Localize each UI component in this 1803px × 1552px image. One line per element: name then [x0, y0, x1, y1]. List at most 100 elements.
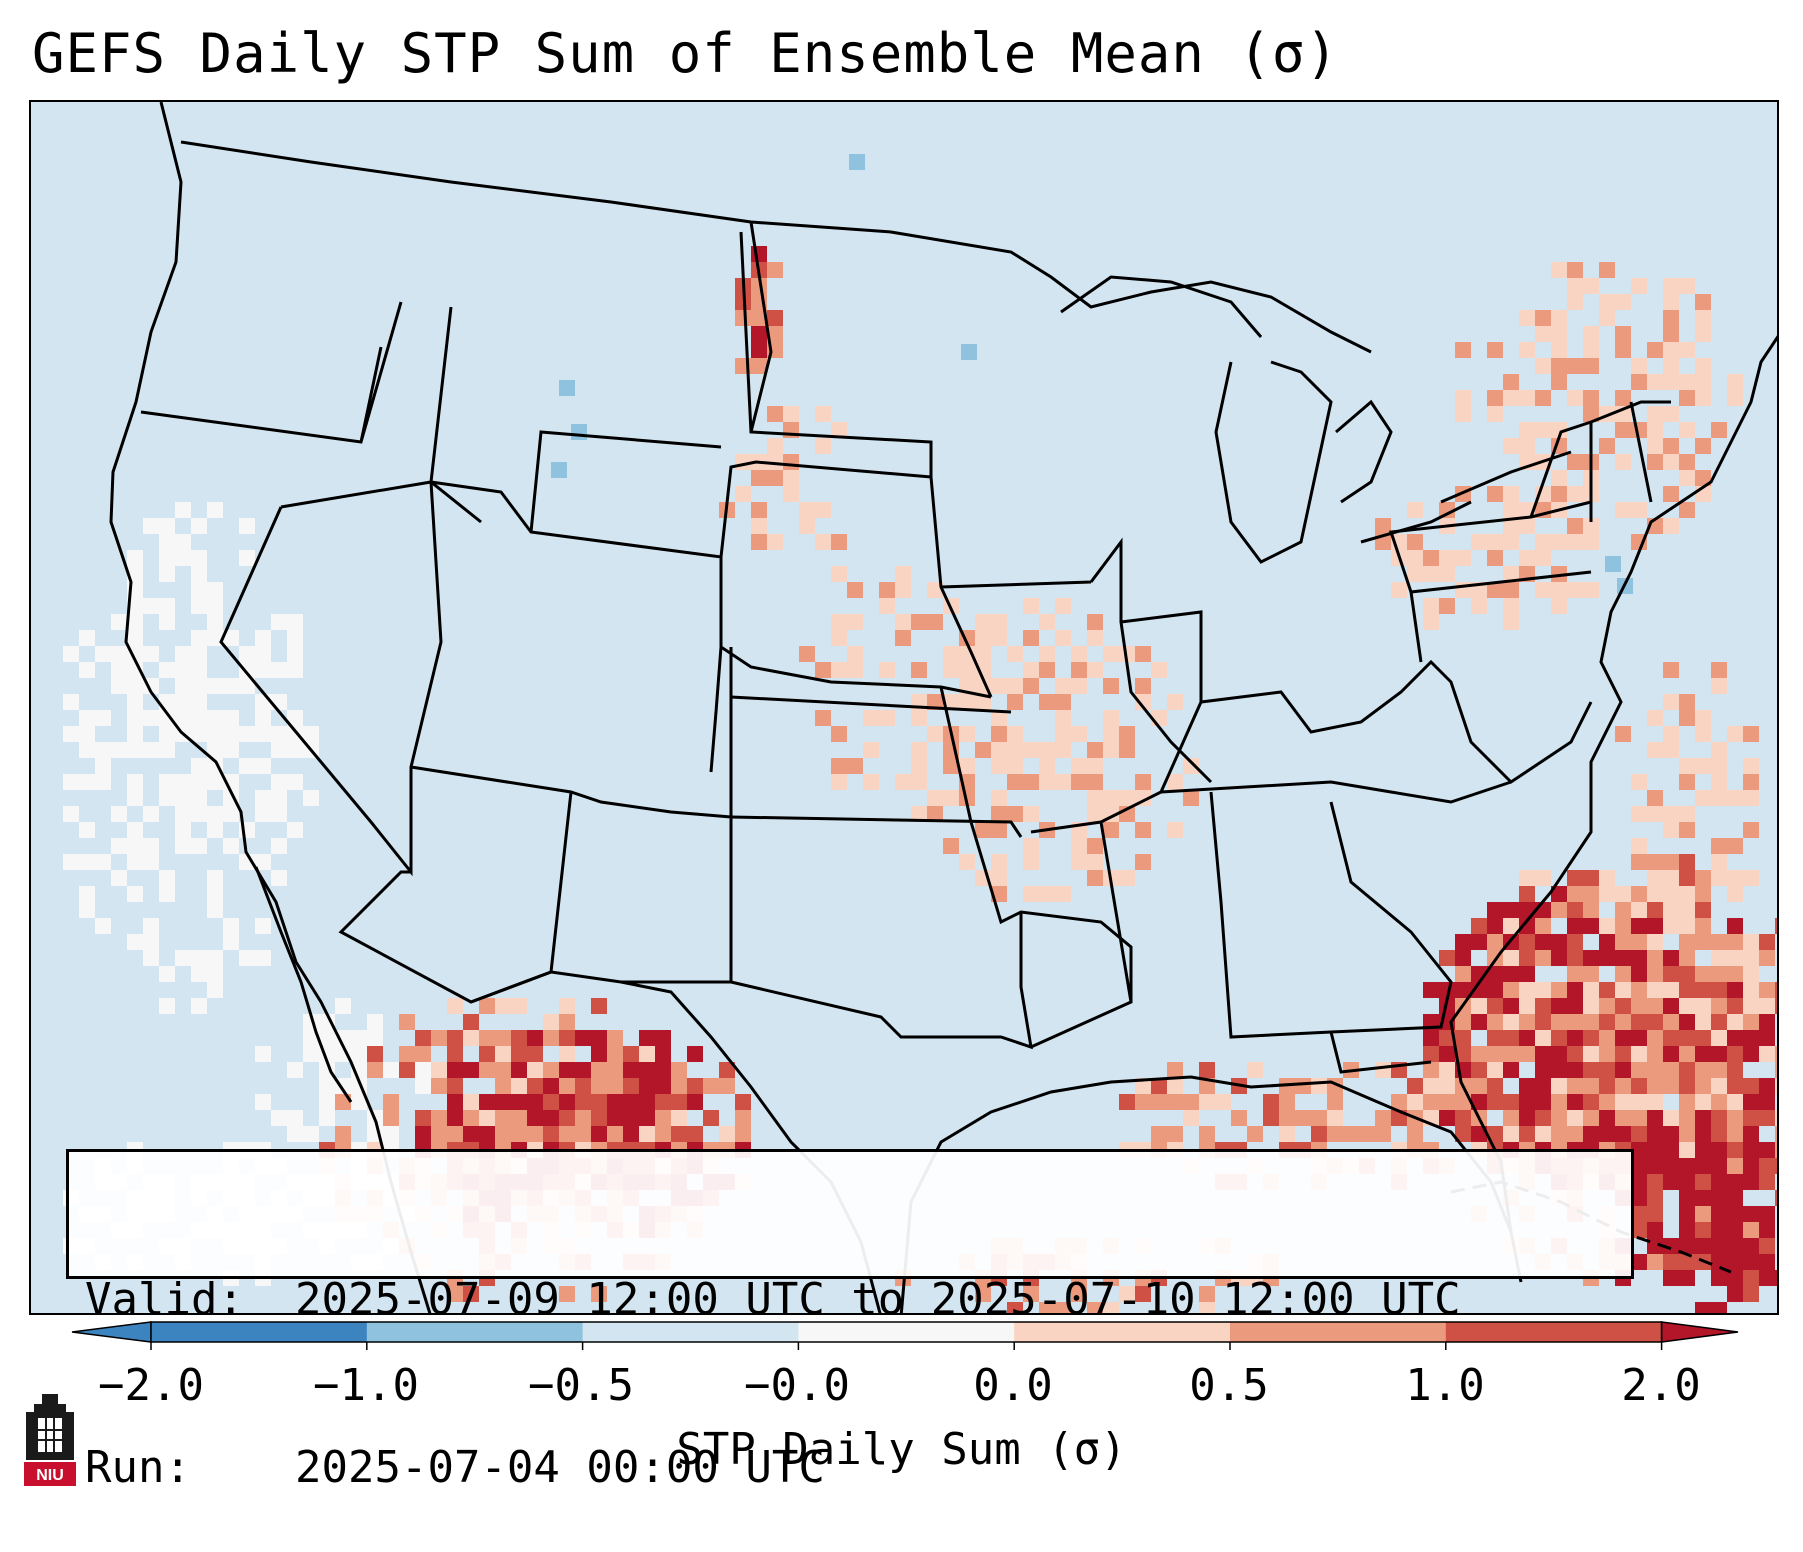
stp-cell: [1231, 1110, 1247, 1126]
stp-cell: [1151, 1094, 1167, 1110]
stp-cell: [1711, 774, 1727, 790]
stp-cell: [111, 614, 127, 630]
stp-cell: [1759, 1046, 1775, 1062]
stp-cell: [735, 1126, 751, 1142]
stp-cell: [95, 854, 111, 870]
stp-cell: [1487, 902, 1503, 918]
stp-cell: [79, 854, 95, 870]
stp-cell: [831, 662, 847, 678]
stp-cell: [303, 1046, 319, 1062]
stp-cell: [255, 662, 271, 678]
stp-cell: [287, 1062, 303, 1078]
stp-cell: [1119, 790, 1135, 806]
colorbar-label: STP Daily Sum (σ): [676, 1424, 1127, 1475]
stp-cell: [1087, 870, 1103, 886]
valid-row: Valid: 2025-07-09 12:00 UTC to 2025-07-1…: [85, 1272, 1615, 1328]
stp-cell: [1583, 278, 1599, 294]
stp-cell: [991, 726, 1007, 742]
stp-cell: [735, 1094, 751, 1110]
stp-cell: [1743, 1142, 1759, 1158]
stp-cell: [191, 630, 207, 646]
stp-cell: [1631, 950, 1647, 966]
stp-cell: [1407, 566, 1423, 582]
stp-cell: [1695, 390, 1711, 406]
stp-cell: [1519, 342, 1535, 358]
stp-cell: [1487, 966, 1503, 982]
stp-cell: [1599, 998, 1615, 1014]
boundary-lines: [109, 102, 1777, 1313]
stp-cell: [1711, 1238, 1727, 1254]
stp-cell: [703, 1078, 719, 1094]
stp-cell: [1567, 582, 1583, 598]
stp-cell: [543, 1030, 559, 1046]
stp-cell: [1535, 390, 1551, 406]
stp-cell: [1103, 822, 1119, 838]
stp-cell: [1679, 918, 1695, 934]
stp-cell: [1695, 1030, 1711, 1046]
stp-cell: [1743, 982, 1759, 998]
stp-cell: [1615, 1030, 1631, 1046]
stp-cell: [511, 1062, 527, 1078]
stp-cell: [1759, 982, 1775, 998]
stp-cell: [1679, 934, 1695, 950]
stp-cell: [1583, 1126, 1599, 1142]
stp-cell: [1503, 1014, 1519, 1030]
stp-cell: [1599, 1030, 1615, 1046]
stp-cell: [911, 614, 927, 630]
stp-cell: [191, 806, 207, 822]
stp-cell: [1679, 422, 1695, 438]
stp-cell: [1439, 1094, 1455, 1110]
stp-cell: [1039, 886, 1055, 902]
stp-cell: [1599, 1094, 1615, 1110]
stp-cell: [1103, 710, 1119, 726]
stp-cell: [559, 998, 575, 1014]
stp-cell: [559, 1286, 575, 1302]
stp-cell: [271, 1110, 287, 1126]
stp-cell: [1663, 326, 1679, 342]
stp-cell: [735, 486, 751, 502]
stp-cell: [1679, 1222, 1695, 1238]
stp-cell: [943, 694, 959, 710]
stp-cell: [1375, 1062, 1391, 1078]
stp-cell: [1535, 534, 1551, 550]
stp-cell: [783, 406, 799, 422]
stp-cell: [1087, 774, 1103, 790]
stp-cell: [271, 742, 287, 758]
stp-cell-negative: [551, 462, 567, 478]
stp-cell: [575, 1126, 591, 1142]
stp-cell: [431, 1126, 447, 1142]
stp-cell: [655, 1094, 671, 1110]
stp-cell: [1663, 854, 1679, 870]
stp-cell: [639, 1046, 655, 1062]
stp-cell: [863, 710, 879, 726]
stp-cell: [495, 1126, 511, 1142]
stp-cell: [1391, 1094, 1407, 1110]
stp-cell: [175, 790, 191, 806]
stp-cell: [559, 1014, 575, 1030]
stp-cell: [879, 710, 895, 726]
stp-cell: [1503, 1046, 1519, 1062]
stp-cell: [191, 998, 207, 1014]
stp-cell: [1055, 886, 1071, 902]
stp-cell: [143, 806, 159, 822]
stp-cell: [879, 662, 895, 678]
stp-cell: [1039, 774, 1055, 790]
stp-cell: [1743, 822, 1759, 838]
stp-cell: [1535, 1094, 1551, 1110]
stp-cell: [1487, 550, 1503, 566]
map-title: GEFS Daily STP Sum of Ensemble Mean (σ): [32, 22, 1339, 85]
stp-cell: [95, 774, 111, 790]
stp-cell: [1519, 950, 1535, 966]
stp-cell: [927, 582, 943, 598]
stp-cell: [1135, 854, 1151, 870]
stp-cell: [1487, 1126, 1503, 1142]
stp-cell: [1743, 1270, 1759, 1286]
stp-cell: [847, 582, 863, 598]
stp-cell: [1487, 1094, 1503, 1110]
stp-cell: [1583, 326, 1599, 342]
stp-cell: [1135, 822, 1151, 838]
stp-cell: [1071, 646, 1087, 662]
logo-text: NIU: [36, 1467, 64, 1484]
stp-cell: [1663, 278, 1679, 294]
stp-cell: [1615, 934, 1631, 950]
